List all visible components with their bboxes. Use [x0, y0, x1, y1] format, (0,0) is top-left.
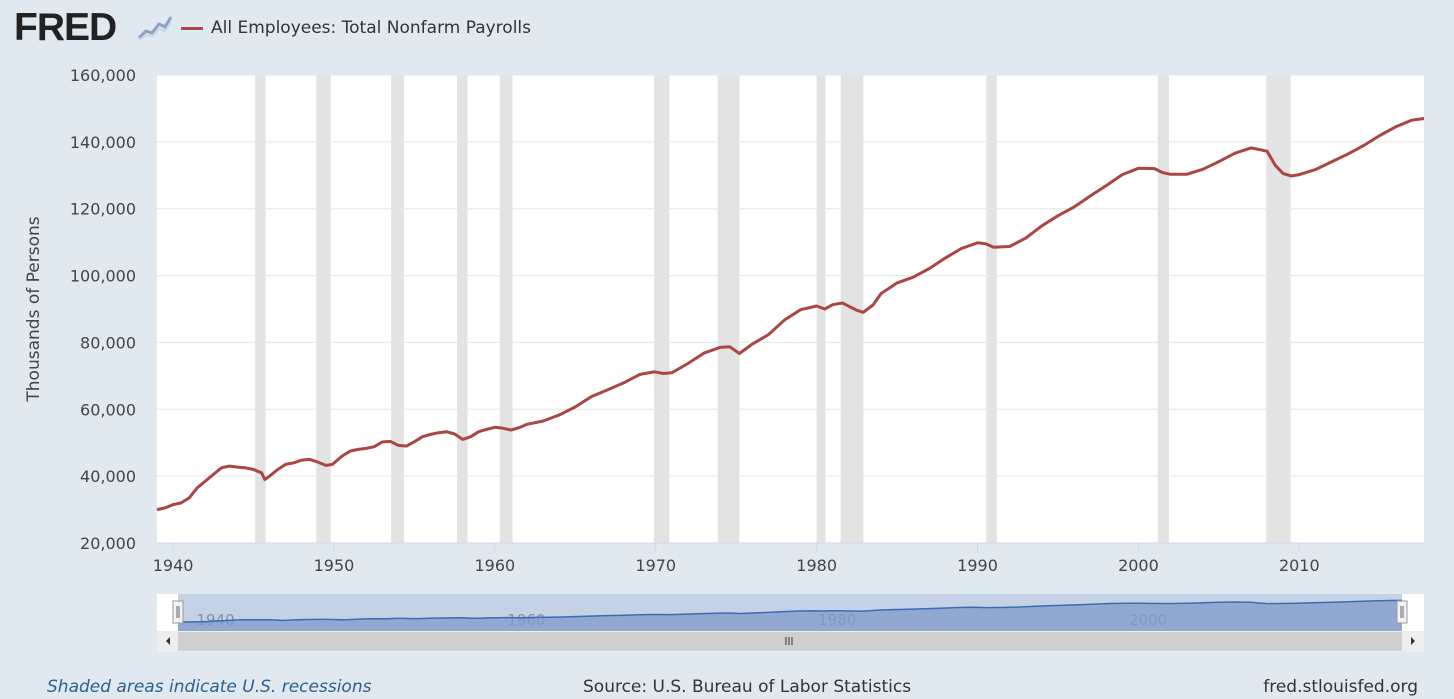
x-tick-label: 1990 — [957, 556, 998, 575]
navigator-left-handle[interactable] — [172, 600, 184, 624]
x-tick-label: 2010 — [1279, 556, 1320, 575]
recession-note: Shaded areas indicate U.S. recessions — [47, 677, 372, 697]
legend: All Employees: Total Nonfarm Payrolls — [181, 18, 531, 38]
scroll-left-icon[interactable] — [166, 637, 170, 645]
recession-band — [391, 75, 404, 543]
recession-band — [717, 75, 740, 543]
x-tick-label: 1980 — [796, 556, 837, 575]
y-tick-label: 160,000 — [70, 66, 136, 85]
navigator-area — [178, 600, 1402, 631]
y-tick-label: 60,000 — [80, 400, 136, 419]
y-tick-label: 80,000 — [80, 333, 136, 352]
scroll-right-icon[interactable] — [1411, 637, 1415, 645]
scrollbar-grip-icon — [785, 637, 793, 645]
legend-label: All Employees: Total Nonfarm Payrolls — [211, 18, 532, 38]
recession-band — [986, 75, 997, 543]
chart-header: FRED All Employees: Total Nonfarm Payrol… — [0, 0, 1454, 60]
x-tick-label: 1940 — [153, 556, 194, 575]
x-tick-label: 1970 — [635, 556, 676, 575]
navigator-line — [177, 599, 1403, 623]
recession-band — [255, 75, 266, 543]
recession-band — [1266, 75, 1291, 543]
recession-band — [316, 75, 331, 543]
source-note: Source: U.S. Bureau of Labor Statistics — [583, 677, 912, 697]
y-tick-label: 20,000 — [80, 534, 136, 553]
y-tick-label: 140,000 — [70, 133, 136, 152]
x-tick-label: 1960 — [475, 556, 516, 575]
legend-swatch — [181, 26, 203, 30]
navigator-right-handle[interactable] — [1396, 600, 1408, 624]
y-tick-label: 120,000 — [70, 200, 136, 219]
plot-background — [157, 75, 1424, 543]
fred-logo[interactable]: FRED — [14, 6, 117, 49]
source-url[interactable]: fred.stlouisfed.org — [1263, 677, 1418, 697]
recession-band — [654, 75, 670, 543]
y-axis-ticks: 20,000 40,000 60,000 80,000 100,000 120,000 14… — [70, 66, 136, 553]
y-tick-label: 100,000 — [70, 267, 136, 286]
recession-band — [457, 75, 468, 543]
x-tick-label: 1950 — [314, 556, 355, 575]
series-line[interactable] — [156, 117, 1425, 512]
scrollbar-thumb[interactable] — [178, 632, 1402, 651]
recession-band — [1157, 75, 1169, 543]
y-tick-label: 40,000 — [80, 467, 136, 486]
fred-chart-icon — [137, 16, 173, 41]
x-axis-ticks: 1940 1950 1960 1970 1980 1990 2000 2010 — [153, 542, 1424, 575]
recession-band — [499, 75, 513, 543]
x-tick-label: 2000 — [1118, 556, 1159, 575]
y-axis-label: Thousands of Persons — [24, 216, 44, 402]
